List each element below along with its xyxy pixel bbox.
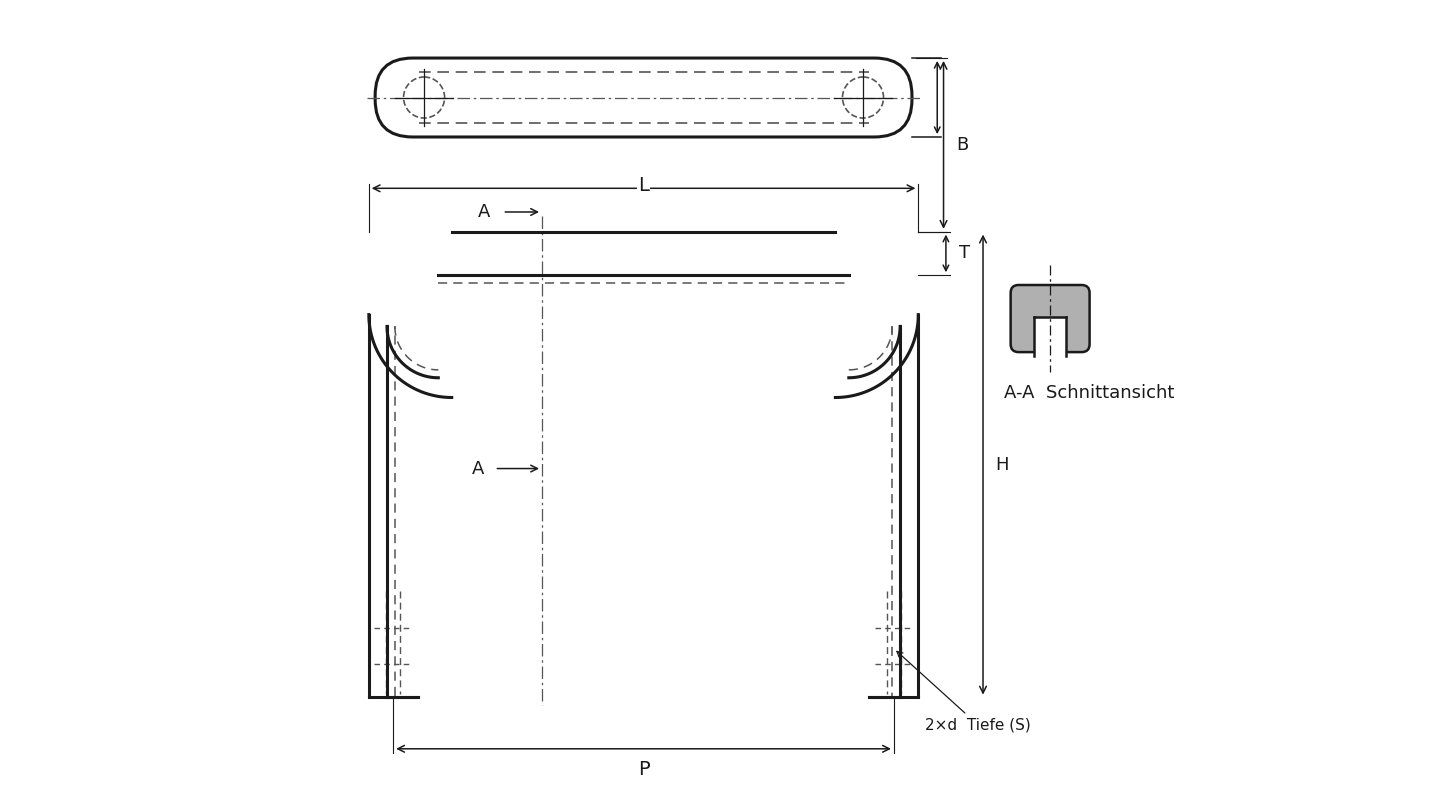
Text: L: L	[639, 176, 649, 196]
Text: T: T	[958, 244, 970, 262]
Text: A: A	[478, 203, 491, 221]
FancyBboxPatch shape	[1010, 285, 1090, 352]
FancyBboxPatch shape	[376, 58, 912, 137]
Text: B: B	[957, 136, 968, 154]
Text: A-A  Schnittansicht: A-A Schnittansicht	[1004, 384, 1175, 401]
Bar	[1035, 316, 1066, 360]
Text: P: P	[637, 760, 649, 779]
Text: H: H	[996, 456, 1009, 474]
Text: A: A	[473, 460, 484, 478]
Text: 2×d  Tiefe (S): 2×d Tiefe (S)	[897, 651, 1032, 733]
